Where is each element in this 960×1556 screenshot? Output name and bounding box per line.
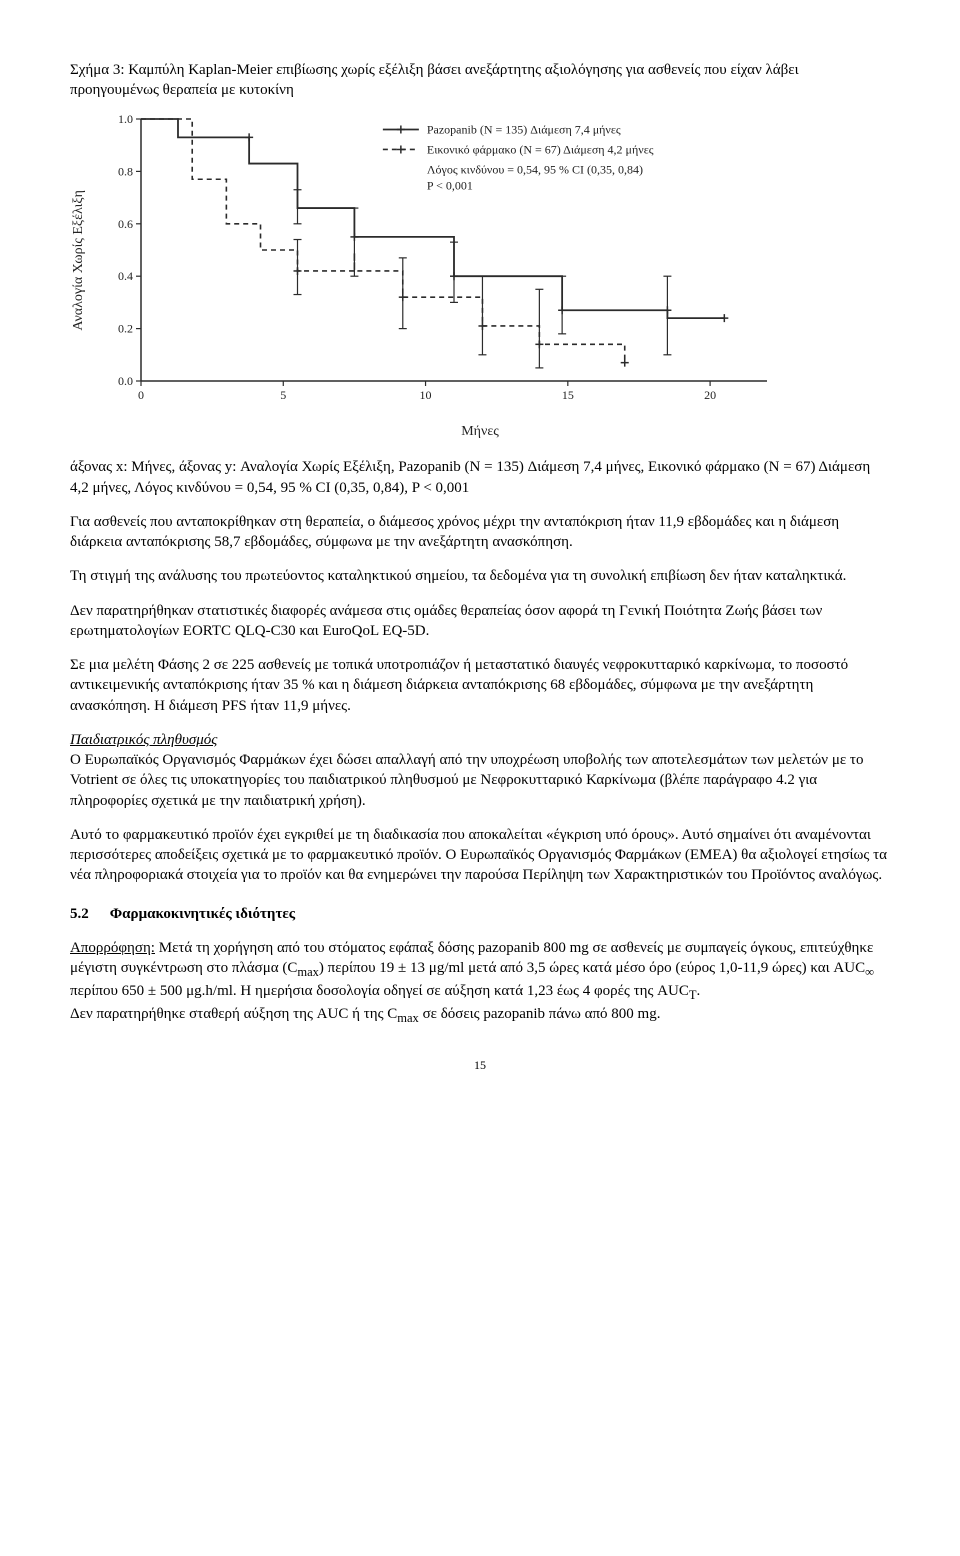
svg-text:P < 0,001: P < 0,001 (427, 178, 473, 192)
figure-title: Σχήμα 3: Καμπύλη Kaplan-Meier επιβίωσης … (70, 60, 890, 101)
svg-text:0.6: 0.6 (118, 216, 133, 230)
km-chart: Αναλογία Χωρίς Εξέλιξη 0.0 0.2 0.4 0.6 0.8 1.… (70, 111, 890, 411)
svg-text:Λόγος κινδύνου = 0,54, 95 % CI: Λόγος κινδύνου = 0,54, 95 % CI (0,35, 0,… (427, 162, 643, 176)
svg-text:5: 5 (280, 388, 286, 402)
conditional-approval: Αυτό το φαρμακευτικό προϊόν έχει εγκριθε… (70, 825, 890, 886)
abs-text-f: σε δόσεις pazopanib πάνω από 800 mg. (419, 1006, 661, 1022)
sub-cmax2: max (397, 1011, 419, 1025)
para-os: Τη στιγμή της ανάλυσης του πρωτεύοντος κ… (70, 566, 890, 586)
svg-text:10: 10 (419, 388, 431, 402)
x-axis-label: Μήνες (70, 423, 890, 442)
pediatric-body: Ο Ευρωπαϊκός Οργανισμός Φαρμάκων έχει δώ… (70, 752, 863, 809)
absorption-para: Απορρόφηση: Μετά τη χορήγηση από του στό… (70, 938, 890, 1027)
km-svg: 0.0 0.2 0.4 0.6 0.8 1.0 0 5 10 15 20 Pazopanib (N =… (97, 111, 777, 411)
para-phase2: Σε μια μελέτη Φάσης 2 σε 225 ασθενείς με… (70, 655, 890, 716)
page-number: 15 (70, 1057, 890, 1073)
pediatric-heading: Παιδιατρικός πληθυσμός (70, 732, 217, 748)
svg-text:Pazopanib (N = 135) Διάμεση 7,: Pazopanib (N = 135) Διάμεση 7,4 μήνες (427, 122, 621, 136)
sub-aucinf: ∞ (865, 965, 874, 979)
abs-text-d: . (697, 983, 701, 999)
svg-text:Εικονικό φάρμακο (N = 67) Διάμ: Εικονικό φάρμακο (N = 67) Διάμεση 4,2 μή… (427, 142, 654, 156)
abs-text-b: ) περίπου 19 ± 13 μg/ml μετά από 3,5 ώρε… (319, 960, 865, 976)
svg-text:0.4: 0.4 (118, 269, 133, 283)
svg-text:0.2: 0.2 (118, 321, 133, 335)
para-responders: Για ασθενείς που ανταποκρίθηκαν στη θερα… (70, 512, 890, 553)
section-title: Φαρμακοκινητικές ιδιότητες (110, 906, 295, 922)
section-5-2-head: 5.2 Φαρμακοκινητικές ιδιότητες (70, 904, 890, 924)
svg-text:0.0: 0.0 (118, 374, 133, 388)
svg-text:0: 0 (138, 388, 144, 402)
svg-text:1.0: 1.0 (118, 112, 133, 126)
sub-cmax: max (297, 965, 319, 979)
pediatric-section: Παιδιατρικός πληθυσμός Ο Ευρωπαϊκός Οργα… (70, 730, 890, 811)
sub-auct: T (689, 988, 697, 1002)
svg-text:15: 15 (562, 388, 574, 402)
svg-text:20: 20 (704, 388, 716, 402)
axis-legend-note: άξονας x: Μήνες, άξονας y: Αναλογία Χωρί… (70, 457, 890, 498)
abs-text-c: περίπου 650 ± 500 μg.h/ml. Η ημερήσια δο… (70, 983, 689, 999)
section-number: 5.2 (70, 904, 106, 924)
svg-text:0.8: 0.8 (118, 164, 133, 178)
abs-text-e: Δεν παρατηρήθηκε σταθερή αύξηση της AUC … (70, 1006, 397, 1022)
para-qol: Δεν παρατηρήθηκαν στατιστικές διαφορές α… (70, 601, 890, 642)
y-axis-label: Αναλογία Χωρίς Εξέλιξη (70, 190, 89, 331)
absorption-heading: Απορρόφηση: (70, 940, 155, 956)
